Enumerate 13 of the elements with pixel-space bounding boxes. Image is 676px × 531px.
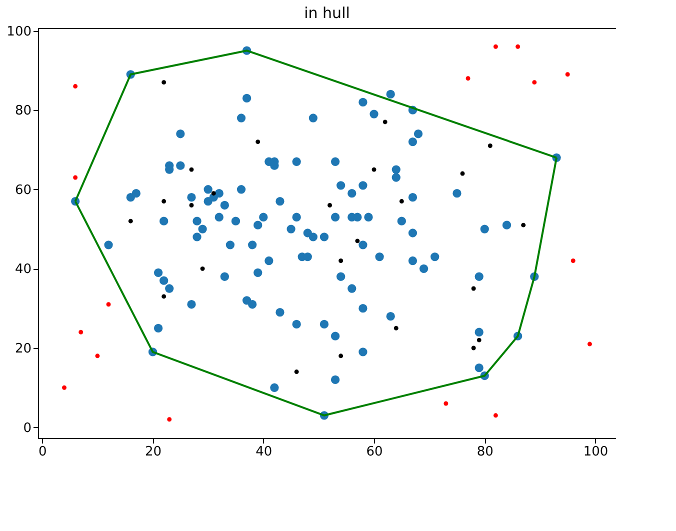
y-tick-label: 80 (14, 104, 32, 119)
chart-title: in hull (304, 4, 350, 22)
y-tick-label: 0 (23, 420, 32, 436)
x-tick-label: 100 (583, 444, 608, 460)
y-tick-label: 20 (14, 341, 32, 356)
x-tick-label: 40 (256, 444, 272, 460)
x-tick-label: 80 (476, 444, 494, 460)
y-tick-label: 100 (6, 24, 32, 40)
x-tick-label: 0 (38, 444, 47, 460)
x-tick-label: 20 (144, 444, 162, 460)
y-tick-label: 40 (14, 262, 32, 278)
x-tick-label: 60 (366, 444, 383, 460)
y-tick-label: 60 (14, 182, 32, 198)
